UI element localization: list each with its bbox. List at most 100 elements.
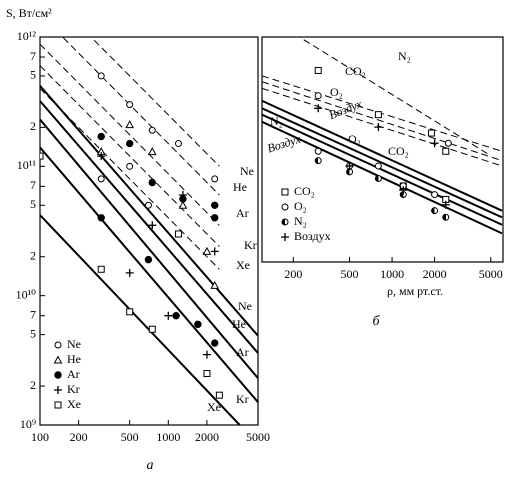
legend-label: Воздух: [294, 229, 331, 243]
panel-label: а: [147, 458, 154, 473]
marker-square: [427, 129, 435, 137]
y-tick-label: 2: [30, 119, 36, 133]
solid-line: [262, 113, 503, 226]
marker-filled-circle: [144, 255, 153, 264]
marker-triangle: [210, 280, 220, 289]
marker-square: [374, 111, 382, 119]
legend-label: Xe: [67, 397, 81, 411]
legend-label: He: [67, 352, 81, 366]
marker-filled-circle: [148, 178, 156, 187]
marker-circle: [281, 203, 289, 211]
x-axis-label: ρ, мм рт.ст.: [387, 284, 443, 298]
dashed-line: [40, 88, 220, 270]
marker-square: [148, 325, 156, 333]
y-tick-label: 5: [30, 197, 36, 211]
marker-filled-circle: [54, 371, 62, 379]
marker-circle: [314, 147, 322, 155]
line-label: CO₂: [388, 144, 409, 158]
line-label: Ar: [236, 206, 249, 220]
marker-filled-circle: [211, 339, 219, 347]
solid-line: [40, 214, 241, 425]
x-tick-label: 1000: [156, 430, 180, 444]
line-label: Воздух: [327, 96, 364, 122]
marker-circle: [148, 126, 156, 134]
solid-line: [40, 146, 258, 403]
y-tick-label: 5: [30, 326, 36, 340]
marker-square: [203, 370, 211, 378]
solid-line: [40, 118, 258, 379]
marker-filled-circle: [211, 201, 219, 209]
x-tick-label: 200: [284, 267, 302, 281]
marker-square: [442, 147, 450, 155]
marker-filled-circle: [97, 214, 105, 222]
marker-filled-circle: [172, 312, 180, 320]
marker-circle: [144, 201, 152, 209]
marker-plus: [430, 139, 439, 148]
line-label: He: [232, 317, 246, 331]
marker-circle: [374, 162, 382, 170]
marker-square: [215, 391, 223, 399]
marker-square: [54, 401, 62, 409]
line-label: Kr: [244, 238, 257, 252]
dashed-line: [298, 37, 492, 157]
panel-label: б: [372, 314, 380, 329]
line-label: O₂: [330, 85, 343, 99]
dashed-line: [40, 65, 220, 247]
marker-filled-circle: [194, 320, 202, 329]
x-tick-label: 100: [31, 430, 49, 444]
marker-half-circle: [431, 207, 439, 215]
y-tick-label: 2: [30, 248, 36, 262]
dashed-line: [90, 37, 220, 167]
panel-frame: [39, 36, 259, 426]
marker-square: [174, 230, 182, 238]
marker-plus: [374, 123, 383, 132]
x-tick-label: 5000: [479, 267, 503, 281]
marker-plus: [281, 233, 289, 241]
marker-triangle: [147, 147, 157, 156]
x-tick-label: 1000: [380, 267, 404, 281]
marker-half-circle: [281, 218, 289, 226]
marker-circle: [174, 140, 182, 148]
dashed-line: [40, 43, 220, 226]
line-label: He: [233, 180, 247, 194]
marker-circle: [97, 175, 105, 183]
marker-triangle: [125, 120, 135, 129]
y-tick-label: 7: [30, 49, 36, 63]
marker-circle: [314, 92, 322, 100]
marker-square: [126, 308, 134, 316]
y-tick-label: 10¹⁰: [16, 287, 37, 301]
legend-label: O₂: [294, 199, 307, 213]
legend-label: CO₂: [294, 184, 315, 198]
marker-plus: [202, 350, 211, 359]
marker-circle: [126, 162, 134, 170]
x-tick-label: 500: [341, 267, 359, 281]
line-label: Kr: [236, 392, 249, 406]
y-axis-label: S, Вт/см²: [6, 6, 52, 20]
marker-square: [40, 152, 44, 160]
marker-circle: [444, 139, 452, 147]
marker-plus: [178, 191, 187, 200]
marker-filled-circle: [125, 139, 134, 148]
solid-line: [262, 120, 503, 235]
legend-label: Kr: [67, 382, 80, 396]
line-label: Воздух: [265, 131, 302, 155]
y-tick-label: 10⁹: [20, 417, 36, 431]
panel-frame: [261, 36, 504, 263]
line-label: Ne: [238, 299, 252, 313]
marker-square: [314, 66, 322, 74]
y-tick-label: 7: [30, 178, 36, 192]
marker-half-circle: [374, 174, 382, 182]
marker-circle: [126, 101, 134, 109]
marker-plus: [314, 104, 323, 113]
marker-square: [97, 265, 105, 273]
line-label: Xe: [207, 400, 221, 414]
line-label: CO₂: [345, 64, 366, 78]
marker-circle: [431, 191, 439, 199]
marker-triangle: [202, 246, 212, 255]
x-tick-label: 2000: [195, 430, 219, 444]
marker-circle: [54, 341, 62, 349]
y-tick-label: 2: [30, 378, 36, 392]
line-label: O₂: [348, 132, 361, 146]
marker-plus: [125, 268, 134, 277]
